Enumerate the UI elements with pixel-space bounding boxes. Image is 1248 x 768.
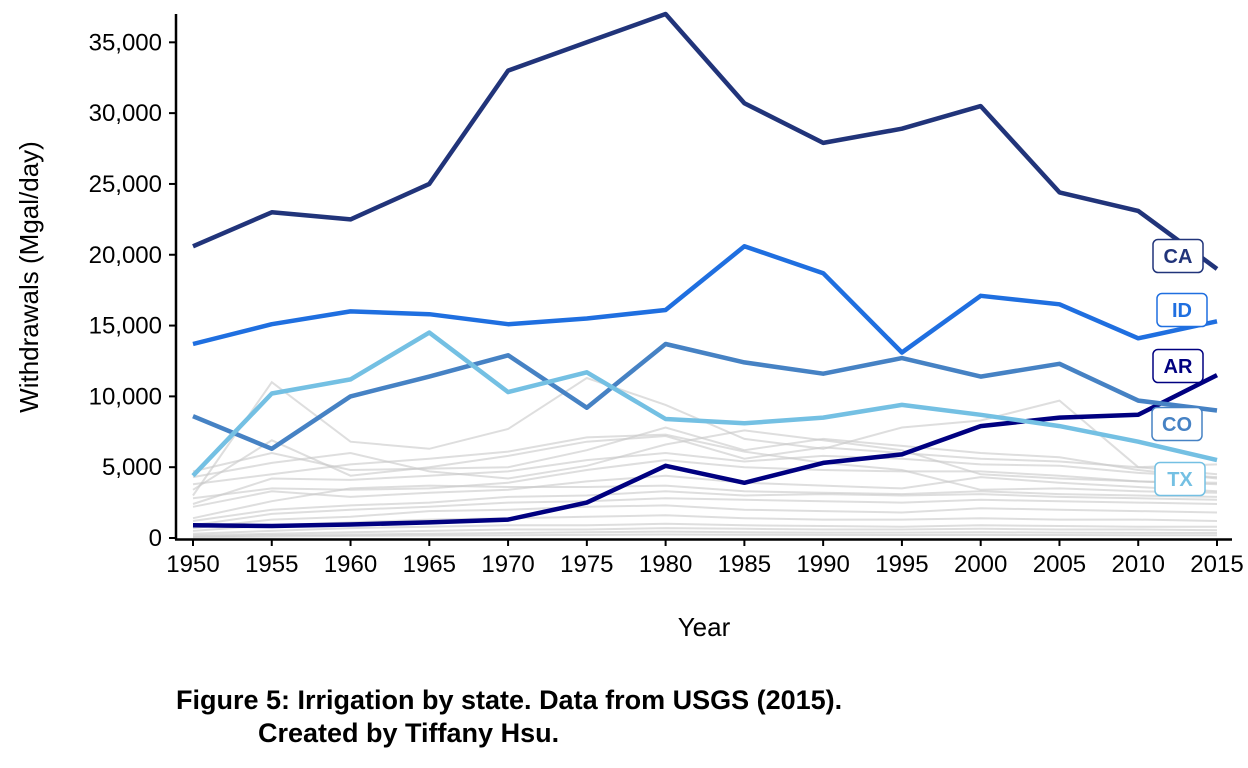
- background-series-line-2: [192, 426, 1218, 480]
- x-tick-label: 1995: [875, 551, 928, 578]
- axes: 0 5,000 10,000 15,000 20,000 25,000 30,000 35,0…: [89, 14, 1244, 578]
- background-series-line-8: [192, 490, 1218, 522]
- series-label-text: ID: [1172, 300, 1192, 322]
- x-tick-label: 1975: [560, 551, 613, 578]
- background-series-lines: [192, 376, 1218, 539]
- y-tick-label: 20,000: [89, 242, 162, 269]
- series-label-id: ID: [1156, 292, 1208, 328]
- series-label-text: CO: [1162, 414, 1192, 436]
- series-line-tx: [191, 330, 1218, 478]
- series-label-co: CO: [1151, 406, 1203, 442]
- series-label-box: [1151, 406, 1203, 442]
- background-series-line-12: [192, 522, 1217, 535]
- x-tick-label: 1970: [481, 551, 534, 578]
- x-tick-label: 2000: [954, 551, 1007, 578]
- background-series-line-17: [192, 433, 1218, 494]
- series-label-ar: AR: [1152, 348, 1204, 384]
- caption-line-2: Created by Tiffany Hsu.: [258, 718, 560, 748]
- y-tick-label: 25,000: [89, 171, 162, 198]
- y-axis-title: Withdrawals (Mgal/day): [14, 141, 44, 413]
- series-label-text: CA: [1164, 246, 1193, 268]
- x-tick-label: 1985: [718, 551, 771, 578]
- series-label-box: [1152, 348, 1204, 384]
- y-tick-label: 30,000: [89, 100, 162, 127]
- series-line-ca: [192, 11, 1219, 271]
- background-series-line-7: [192, 484, 1218, 520]
- series-label-text: AR: [1164, 356, 1193, 378]
- series-line-id: [192, 244, 1218, 355]
- series-label-tx: TX: [1154, 461, 1206, 497]
- figure-caption: Figure 5: Irrigation by state. Data from…: [176, 684, 842, 750]
- x-tick-label: 2005: [1033, 551, 1086, 578]
- series-label-box: [1152, 238, 1204, 274]
- series-label-box: [1154, 461, 1206, 497]
- series-end-labels: CA ID AR CO TX: [1151, 238, 1208, 497]
- background-series-line-14: [192, 530, 1218, 538]
- x-tick-label: 1960: [324, 551, 377, 578]
- highlighted-series-lines: [191, 11, 1219, 529]
- series-label-ca: CA: [1152, 238, 1204, 274]
- x-tick-label: 1990: [796, 551, 849, 578]
- series-line-co: [192, 341, 1218, 452]
- series-label-text: TX: [1167, 469, 1193, 491]
- x-tick-label: 1955: [245, 551, 298, 578]
- caption-line-1: Figure 5: Irrigation by state. Data from…: [176, 685, 843, 715]
- y-tick-label: 0: [149, 525, 162, 552]
- background-series-line-15: [192, 533, 1217, 539]
- background-series-line-13: [192, 527, 1218, 537]
- y-tick-label: 5,000: [102, 454, 162, 481]
- x-tick-label: 2015: [1190, 551, 1243, 578]
- x-tick-label: 1980: [639, 551, 692, 578]
- background-series-line-9: [192, 497, 1218, 527]
- y-tick-label: 10,000: [89, 383, 162, 410]
- background-series-line-3: [192, 434, 1218, 491]
- series-label-box: [1156, 292, 1208, 328]
- y-tick-label: 15,000: [89, 313, 162, 340]
- x-axis-title: Year: [678, 612, 731, 642]
- irrigation-line-chart: 0 5,000 10,000 15,000 20,000 25,000 30,000 35,0…: [14, 11, 1244, 642]
- background-series-line-16: [192, 429, 1218, 484]
- x-tick-label: 1950: [166, 551, 219, 578]
- series-line-ar: [192, 373, 1219, 529]
- x-tick-label: 1965: [403, 551, 456, 578]
- x-tick-label: 2010: [1112, 551, 1165, 578]
- background-series-line-6: [192, 474, 1218, 508]
- y-tick-label: 35,000: [89, 29, 162, 56]
- background-series-line-5: [192, 459, 1218, 500]
- background-series-line-4: [192, 451, 1218, 505]
- background-series-line-10: [192, 504, 1218, 530]
